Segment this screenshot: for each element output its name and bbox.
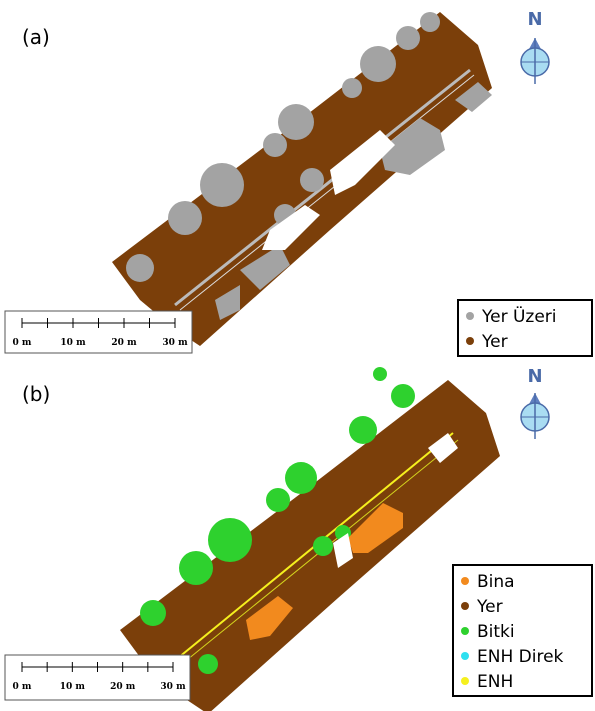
legend-label: ENH	[477, 672, 513, 692]
north-label: N	[527, 366, 542, 387]
panel-label: (a)	[22, 25, 50, 49]
legend-label: Bitki	[477, 622, 515, 642]
scale-bar-label: 30 m	[160, 682, 186, 692]
legend-label: Yer	[476, 597, 503, 617]
scale-bar-label: 0 m	[13, 338, 32, 348]
legend-marker	[466, 337, 474, 345]
scale-bar-label: 10 m	[60, 338, 86, 348]
scale-bar-label: 20 m	[111, 338, 137, 348]
legend-marker	[461, 577, 469, 585]
scale-bar-label: 10 m	[60, 682, 86, 692]
scale-bar-label: 20 m	[110, 682, 136, 692]
legend-marker	[461, 602, 469, 610]
map-a	[112, 12, 492, 346]
north-label: N	[527, 9, 542, 30]
legend-marker	[461, 652, 469, 660]
legend-label: Bina	[477, 572, 515, 592]
legend-label: Yer	[481, 332, 508, 352]
legend-marker	[461, 677, 469, 685]
legend-label: Yer Üzeri	[481, 305, 557, 327]
legend-marker	[461, 627, 469, 635]
legend-label: ENH Direk	[477, 647, 564, 667]
panel-label: (b)	[22, 382, 50, 406]
figure: (a) N 0 m 10 m 20 m 30 m Yer Üzeri Yer (b) N 0 m 10…	[0, 0, 595, 711]
scale-bar-label: 30 m	[162, 338, 188, 348]
legend-marker	[466, 312, 474, 320]
scale-bar-label: 0 m	[13, 682, 32, 692]
legend-box	[453, 565, 592, 696]
scale-bar-box	[5, 655, 190, 700]
